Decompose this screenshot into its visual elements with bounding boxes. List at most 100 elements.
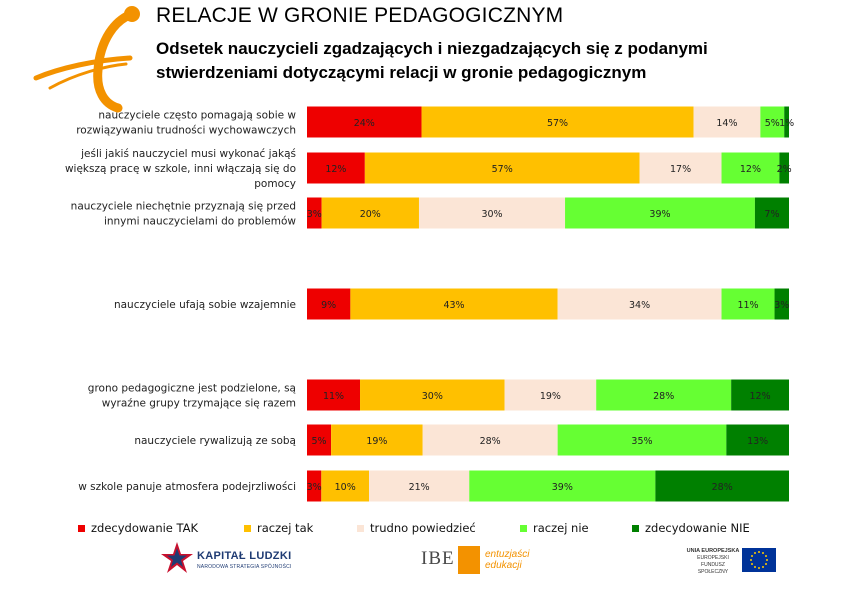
bar-segment-zdecydowanie_tak	[307, 152, 365, 184]
data-label-zdecydowanie_nie: 1%	[779, 118, 794, 129]
eu-line-2: EUROPEJSKI	[697, 555, 729, 561]
data-label-raczej_tak: 57%	[492, 164, 513, 175]
ibe-mark-icon	[458, 546, 480, 574]
bar-segment-raczej_tak	[360, 379, 505, 411]
category-label-line: większą pracę w szkole, inni włączają si…	[65, 163, 296, 175]
bar-segment-trudno_powiedziec	[369, 470, 470, 502]
legend-swatch-icon	[78, 524, 85, 532]
bar-segment-raczej_nie	[596, 379, 732, 411]
data-label-raczej_tak: 57%	[547, 118, 568, 129]
data-label-zdecydowanie_tak: 12%	[325, 164, 346, 175]
data-label-trudno_powiedziec: 19%	[540, 391, 561, 402]
bar-segment-raczej_tak	[321, 470, 370, 502]
category-label-1: nauczyciele często pomagają sobie w rozwi…	[76, 110, 296, 137]
data-label-zdecydowanie_tak: 3%	[307, 209, 322, 220]
category-label-line: nauczyciele rywalizują ze sobą	[134, 435, 296, 447]
legend-item-zdecydowanie_nie: zdecydowanie NIE	[632, 521, 750, 535]
footer-logos: KAPITAŁ LUDZKI NARODOWA STRATEGIA SPÓJNO…	[0, 540, 842, 595]
bar-segment-trudno_powiedziec	[693, 106, 761, 138]
category-label-3: nauczyciele niechętnie przyznają się prz…	[71, 201, 297, 228]
data-label-zdecydowanie_tak: 24%	[354, 118, 375, 129]
bar-segment-zdecydowanie_tak	[307, 288, 351, 320]
legend-swatch-icon	[244, 524, 251, 532]
eu-line-3: FUNDUSZ SPOŁECZNY	[697, 562, 729, 575]
eu-flag-icon	[742, 548, 776, 572]
bar-segment-raczej_tak	[350, 288, 558, 320]
category-label-line: nauczyciele niechętnie przyznają się prz…	[71, 201, 296, 213]
ibe-sublabel-line-1: entuzjaści	[485, 549, 530, 560]
category-label-line: innymi nauczycielami do problemów	[104, 216, 296, 228]
kapital-ludzki-label: KAPITAŁ LUDZKI	[197, 550, 292, 562]
bar-segment-zdecydowanie_nie	[731, 379, 789, 411]
category-label-4: nauczyciele ufają sobie wzajemnie	[114, 299, 296, 311]
bar-segment-raczej_nie	[565, 197, 755, 229]
bar-segment-trudno_powiedziec	[557, 288, 722, 320]
data-label-raczej_nie: 39%	[649, 209, 670, 220]
bar-segment-raczej_tak	[321, 197, 419, 229]
legend-swatch-icon	[357, 524, 364, 532]
bar-segment-raczej_nie	[721, 288, 775, 320]
eu-text: UNIA EUROPEJSKA EUROPEJSKI FUNDUSZ SPOŁE…	[686, 548, 740, 576]
data-label-raczej_tak: 10%	[335, 482, 356, 493]
bar-segment-trudno_powiedziec	[418, 197, 566, 229]
data-label-raczej_nie: 5%	[765, 118, 780, 129]
bar-segment-raczej_nie	[760, 106, 785, 138]
bar-segment-raczej_nie	[469, 470, 656, 502]
category-label-line: wyraźne grupy trzymające się razem	[102, 398, 296, 410]
data-label-zdecydowanie_tak: 3%	[307, 482, 322, 493]
data-label-trudno_powiedziec: 30%	[481, 209, 502, 220]
category-label-line: w szkole panuje atmosfera podejrzliwości	[78, 481, 296, 493]
data-label-zdecydowanie_nie: 3%	[774, 300, 789, 311]
legend-label: zdecydowanie NIE	[645, 521, 750, 535]
bar-segment-zdecydowanie_tak	[307, 424, 332, 456]
data-label-raczej_tak: 43%	[443, 300, 464, 311]
data-label-raczej_nie: 12%	[740, 164, 761, 175]
data-label-zdecydowanie_nie: 28%	[712, 482, 733, 493]
data-label-zdecydowanie_nie: 13%	[747, 436, 768, 447]
data-label-raczej_nie: 11%	[737, 300, 758, 311]
legend-swatch-icon	[632, 524, 639, 532]
bar-segment-zdecydowanie_tak	[307, 197, 322, 229]
legend-item-raczej_nie: raczej nie	[520, 521, 589, 535]
category-label-2: jeśli jakiś nauczyciel musi wykonać jaką…	[65, 148, 296, 190]
data-label-trudno_powiedziec: 28%	[480, 436, 501, 447]
data-label-zdecydowanie_nie: 2%	[777, 164, 792, 175]
data-label-raczej_nie: 35%	[631, 436, 652, 447]
legend-item-zdecydowanie_tak: zdecydowanie TAK	[78, 521, 198, 535]
bar-segment-zdecydowanie_tak	[307, 470, 322, 502]
data-label-trudno_powiedziec: 34%	[629, 300, 650, 311]
ibe-logo: IBE entuzjaści edukacji	[418, 544, 529, 580]
category-label-7: w szkole panuje atmosfera podejrzliwości	[78, 481, 296, 493]
ibe-sublabel-line-2: edukacji	[485, 560, 522, 571]
eu-logo: UNIA EUROPEJSKA EUROPEJSKI FUNDUSZ SPOŁE…	[686, 544, 786, 578]
bar-segment-zdecydowanie_nie	[779, 152, 789, 184]
data-label-zdecydowanie_nie: 12%	[750, 391, 771, 402]
bar-segment-raczej_nie	[721, 152, 780, 184]
chart-subtitle: Odsetek nauczycieli zgadzających i niezg…	[156, 39, 708, 82]
category-label-line: jeśli jakiś nauczyciel musi wykonać jaką…	[80, 148, 296, 160]
category-label-line: pomocy	[254, 178, 296, 190]
eu-line-1: UNIA EUROPEJSKA	[686, 548, 740, 554]
chart-legend: zdecydowanie TAK raczej tak trudno powiedz…	[78, 521, 798, 539]
ibe-label: IBE	[421, 548, 455, 569]
page-title: RELACJE W GRONIE PEDAGOGICZNYM	[156, 4, 564, 27]
legend-label: zdecydowanie TAK	[91, 521, 199, 535]
category-label-line: nauczyciele często pomagają sobie w	[98, 110, 296, 122]
legend-label: trudno powiedzieć	[370, 521, 476, 535]
data-label-trudno_powiedziec: 21%	[409, 482, 430, 493]
category-label-6: nauczyciele rywalizują ze sobą	[134, 435, 296, 447]
data-label-raczej_tak: 30%	[422, 391, 443, 402]
data-label-zdecydowanie_tak: 5%	[312, 436, 327, 447]
legend-label: raczej tak	[257, 521, 314, 535]
category-label-line: nauczyciele ufają sobie wzajemnie	[114, 299, 296, 311]
category-label-5: grono pedagogiczne jest podzielone, są wy…	[88, 383, 296, 410]
data-label-trudno_powiedziec: 14%	[716, 118, 737, 129]
bar-segment-raczej_nie	[557, 424, 727, 456]
ibe-sublabel: entuzjaści edukacji	[485, 549, 529, 571]
legend-item-trudno_powiedziec: trudno powiedzieć	[357, 521, 476, 535]
category-label-line: rozwiązywaniu trudności wychowawczych	[76, 125, 296, 137]
data-label-raczej_tak: 19%	[366, 436, 387, 447]
ibe-e-logo-icon	[33, 6, 140, 113]
bar-segment-trudno_powiedziec	[422, 424, 558, 456]
